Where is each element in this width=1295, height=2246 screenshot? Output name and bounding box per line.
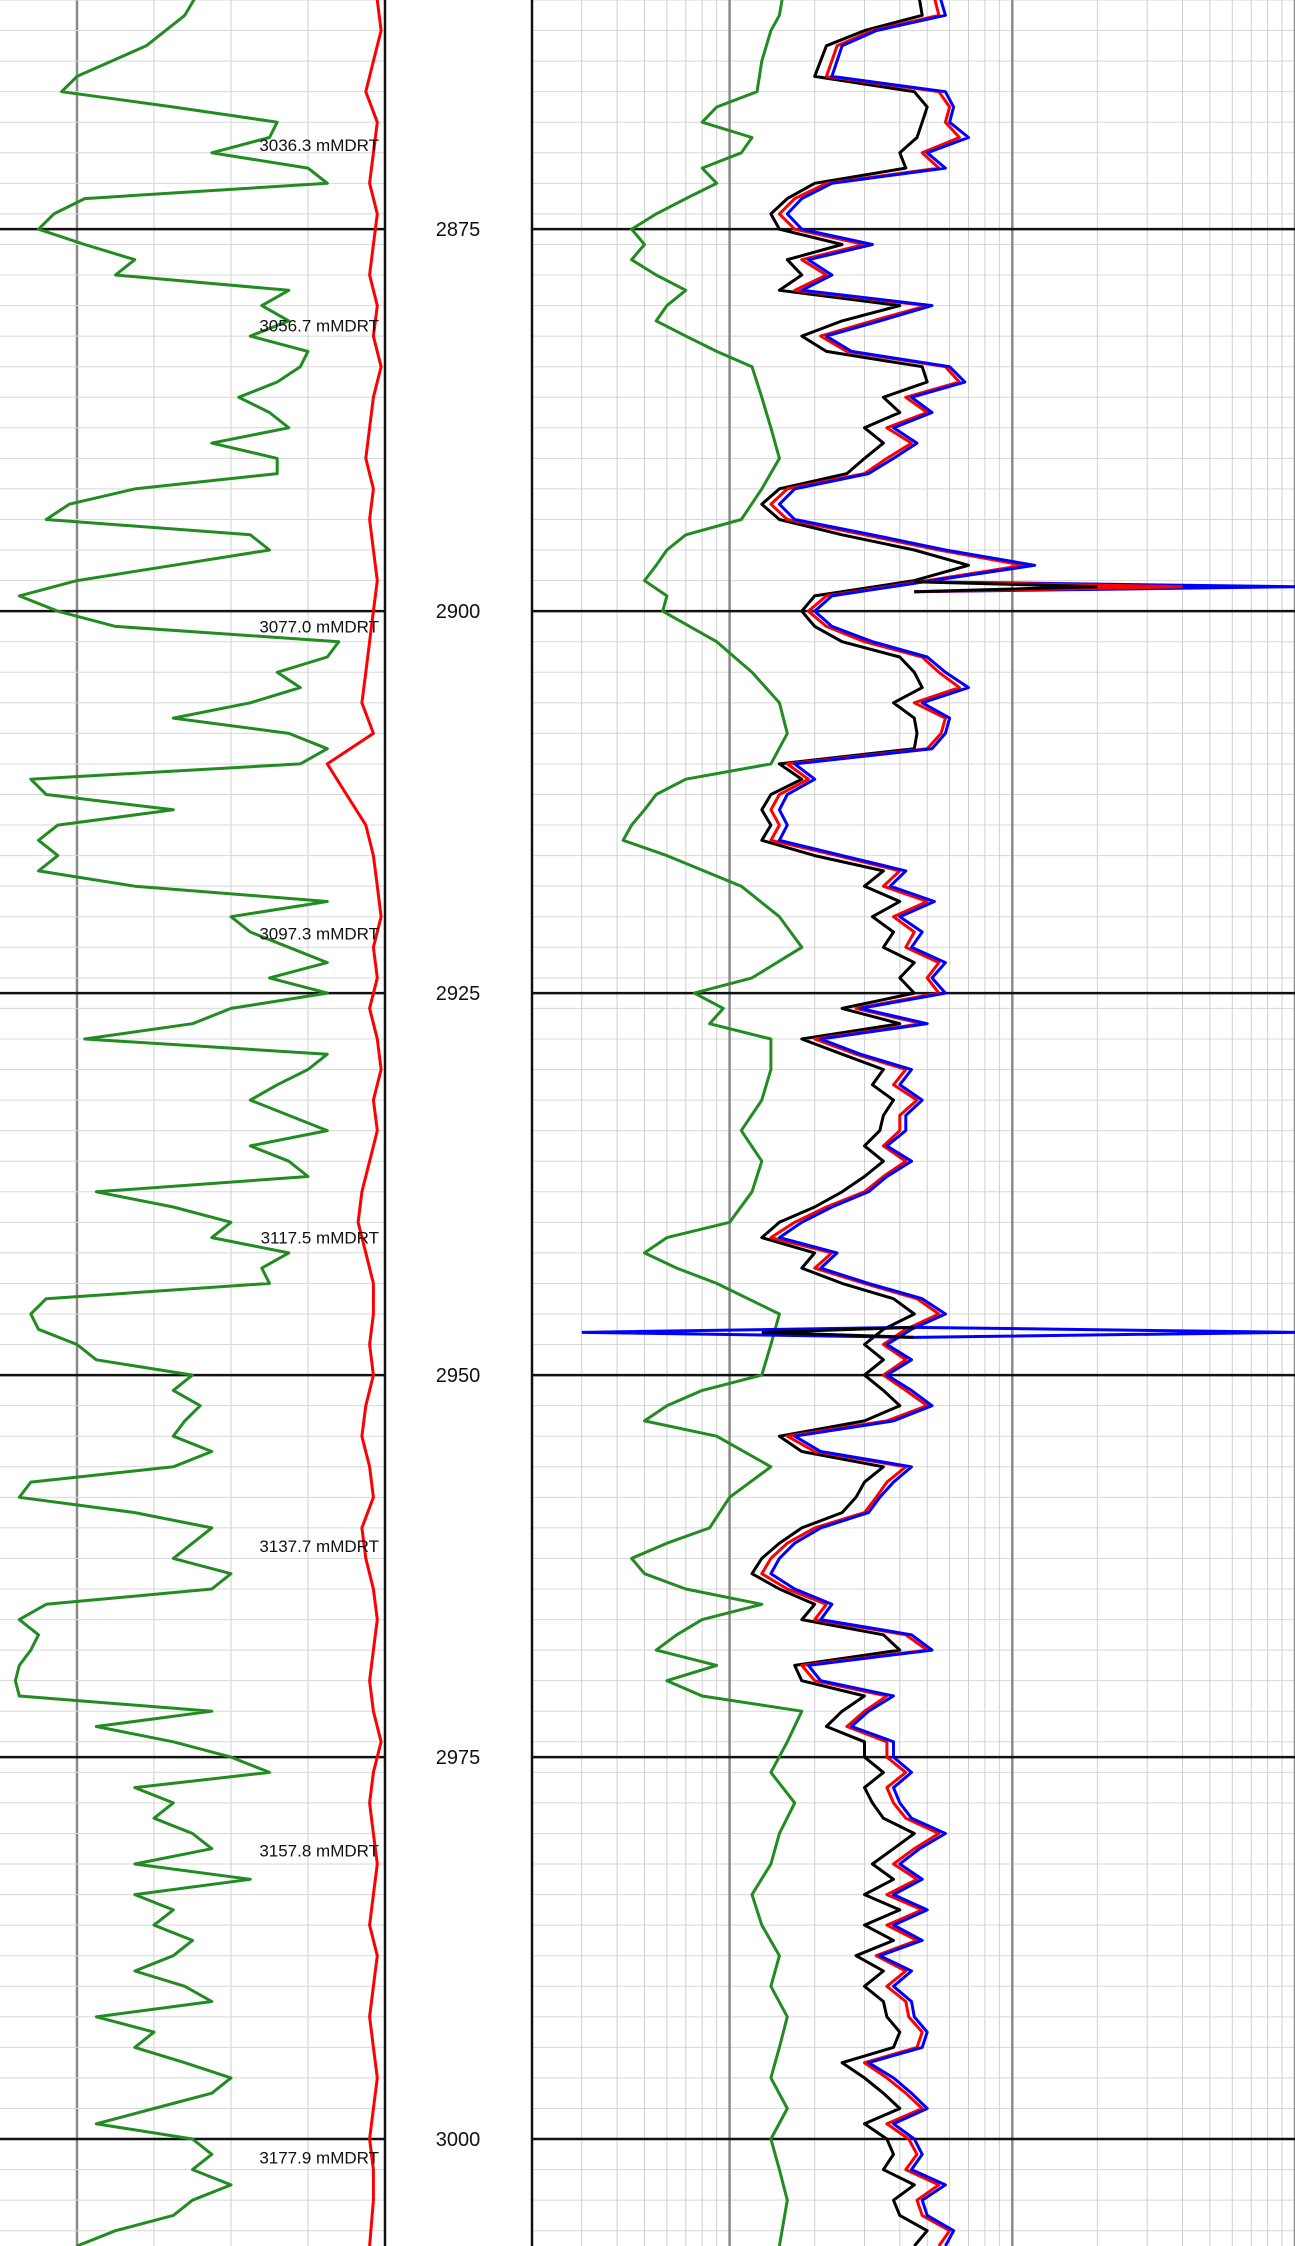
track-borders (383, 0, 534, 2246)
depth-tick-label: 2875 (436, 219, 481, 241)
md-depth-label: 3157.8 mMDRT (259, 1841, 379, 1860)
track2-spikes (581, 580, 1295, 1339)
track2-curves (621, 0, 1037, 2246)
track2-spike (914, 1325, 1295, 1339)
md-depth-label: 3077.0 mMDRT (259, 617, 379, 636)
track2-black-curve (750, 0, 970, 2246)
depth-tick-label: 2975 (436, 1747, 481, 1769)
md-depth-label: 3036.3 mMDRT (259, 136, 379, 155)
depth-tick-label: 2925 (436, 983, 481, 1005)
track1-curves (13, 0, 383, 2246)
md-depth-label: 3137.7 mMDRT (259, 1537, 379, 1556)
track2-spike (581, 1325, 915, 1339)
track1-gamma-curve (13, 0, 341, 2246)
track2-blue-curve (769, 0, 1037, 2246)
depth-tick-label: 3000 (436, 2129, 481, 2151)
track2-green-curve (621, 0, 804, 2246)
depth-labels: 2875 2900 2925 2950 2975 3000 3036.3 mMDRT 3056… (259, 136, 480, 2167)
track1-caliper-curve (325, 0, 383, 2246)
track2-grid (531, 0, 1295, 2246)
track2-spike (914, 580, 1098, 594)
md-depth-label: 3117.5 mMDRT (261, 1229, 379, 1248)
track2-spike (761, 1325, 915, 1339)
depth-tick-label: 2900 (436, 601, 481, 623)
md-depth-label: 3097.3 mMDRT (259, 925, 379, 944)
md-depth-label: 3177.9 mMDRT (259, 2148, 379, 2167)
md-depth-label: 3056.7 mMDRT (259, 316, 379, 335)
track2-red-curve (760, 0, 1026, 2246)
track1-grid (0, 0, 385, 2246)
depth-tick-label: 2950 (436, 1365, 481, 1387)
